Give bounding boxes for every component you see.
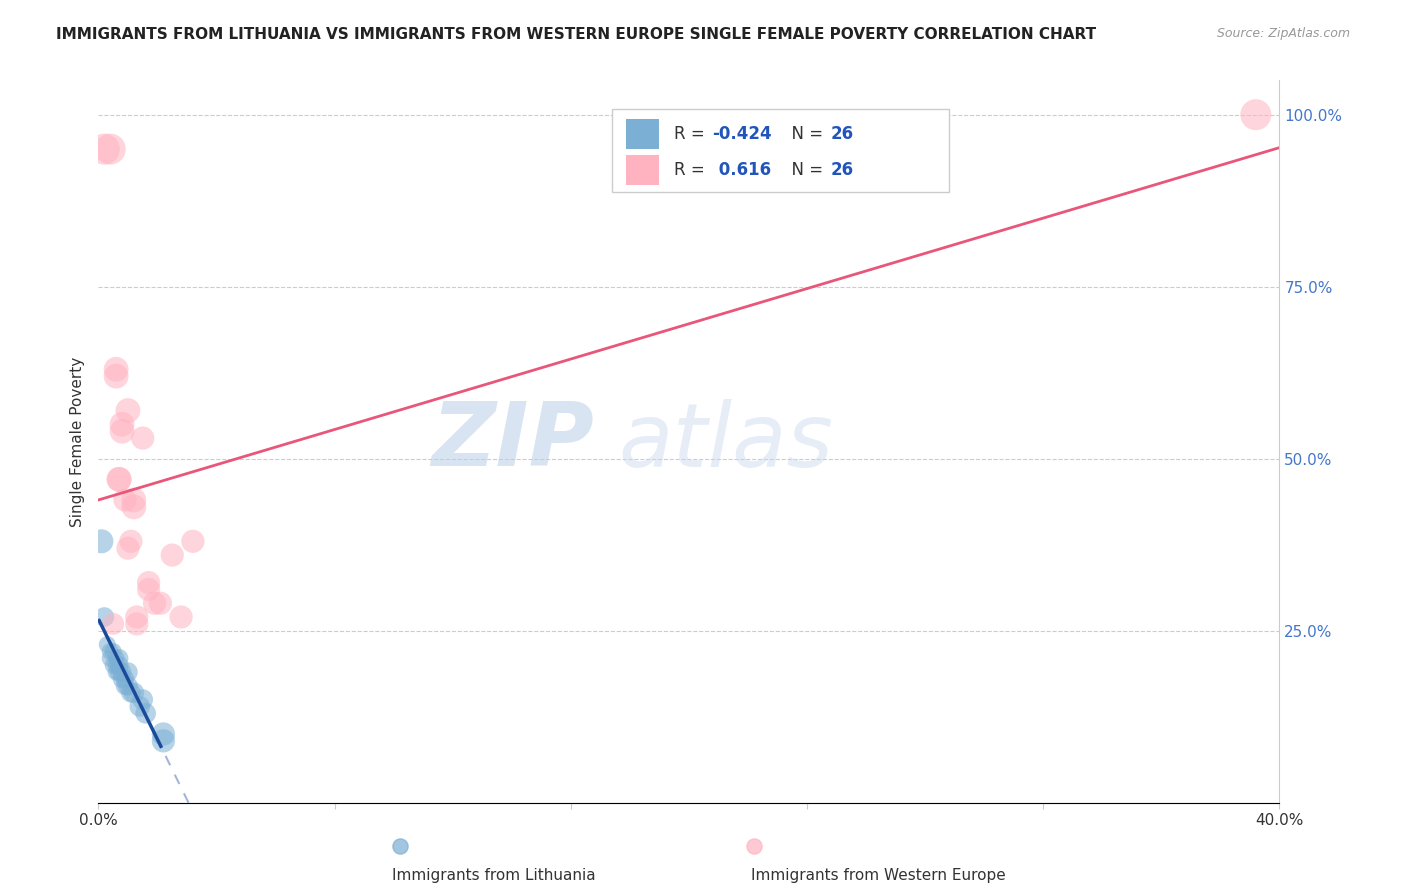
Point	[143, 596, 166, 610]
Point	[93, 610, 115, 624]
Point	[122, 686, 145, 700]
Text: Source: ZipAtlas.com: Source: ZipAtlas.com	[1216, 27, 1350, 40]
Text: 26: 26	[831, 161, 853, 179]
Point	[841, 837, 863, 851]
Point	[117, 679, 139, 693]
Text: IMMIGRANTS FROM LITHUANIA VS IMMIGRANTS FROM WESTERN EUROPE SINGLE FEMALE POVERT: IMMIGRANTS FROM LITHUANIA VS IMMIGRANTS …	[56, 27, 1097, 42]
Point	[152, 727, 174, 741]
Point	[111, 665, 134, 679]
Point	[103, 644, 125, 658]
Point	[132, 692, 155, 706]
Point	[90, 534, 112, 549]
Point	[108, 651, 131, 665]
Text: Immigrants from Lithuania: Immigrants from Lithuania	[392, 868, 596, 883]
Point	[103, 616, 125, 631]
Point	[120, 686, 142, 700]
Point	[108, 665, 131, 679]
Point	[117, 403, 139, 417]
Point	[117, 665, 139, 679]
Text: Immigrants from Western Europe: Immigrants from Western Europe	[751, 868, 1005, 883]
Text: N =: N =	[782, 161, 828, 179]
Point	[149, 596, 172, 610]
Point	[125, 610, 148, 624]
Point	[111, 417, 134, 432]
Point	[98, 644, 121, 658]
Point	[108, 472, 131, 486]
Point	[96, 638, 118, 652]
Point	[111, 424, 134, 438]
Point	[105, 665, 128, 679]
Point	[122, 493, 145, 508]
Point	[105, 362, 128, 376]
Point	[181, 534, 204, 549]
Text: 26: 26	[831, 125, 853, 143]
Text: R =: R =	[673, 125, 710, 143]
Text: 0.616: 0.616	[713, 161, 770, 179]
Point	[138, 575, 160, 590]
Point	[170, 610, 193, 624]
Point	[114, 679, 136, 693]
Point	[98, 142, 121, 156]
Point	[105, 651, 128, 665]
Point	[114, 493, 136, 508]
Y-axis label: Single Female Poverty: Single Female Poverty	[69, 357, 84, 526]
Point	[120, 534, 142, 549]
Point	[122, 500, 145, 514]
FancyBboxPatch shape	[612, 109, 949, 193]
Point	[105, 369, 128, 384]
Point	[93, 142, 115, 156]
Text: R =: R =	[673, 161, 710, 179]
Point	[117, 541, 139, 556]
Point	[108, 472, 131, 486]
Point	[108, 658, 131, 673]
Point	[114, 672, 136, 686]
Point	[1244, 108, 1267, 122]
Text: atlas: atlas	[619, 399, 832, 484]
Point	[105, 658, 128, 673]
Point	[132, 431, 155, 445]
Text: -0.424: -0.424	[713, 125, 772, 143]
Point	[125, 616, 148, 631]
Point	[135, 706, 157, 721]
Point	[111, 672, 134, 686]
Point	[138, 582, 160, 597]
FancyBboxPatch shape	[626, 154, 659, 185]
Point	[152, 734, 174, 748]
FancyBboxPatch shape	[626, 119, 659, 149]
Point	[162, 548, 183, 562]
Text: N =: N =	[782, 125, 828, 143]
Point	[98, 651, 121, 665]
Point	[128, 699, 150, 714]
Point	[103, 658, 125, 673]
Text: ZIP: ZIP	[432, 398, 595, 485]
